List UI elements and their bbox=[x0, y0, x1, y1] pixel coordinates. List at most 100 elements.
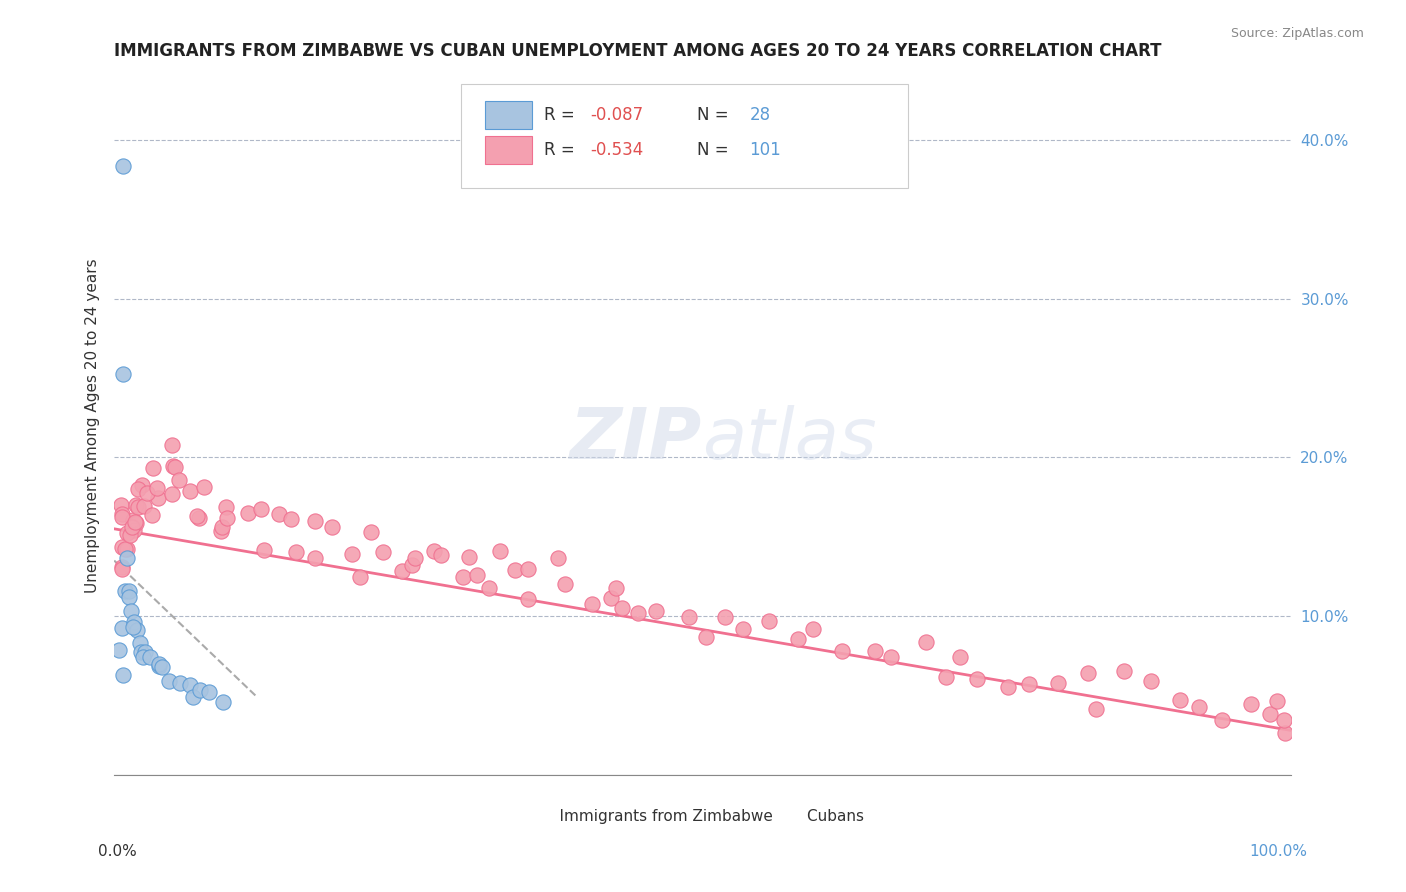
Point bbox=[627, 606, 650, 620]
Point bbox=[190, 682, 212, 697]
Y-axis label: Unemployment Among Ages 20 to 24 years: Unemployment Among Ages 20 to 24 years bbox=[86, 259, 100, 593]
Point bbox=[610, 600, 633, 615]
Point bbox=[547, 550, 569, 565]
Point bbox=[236, 506, 259, 520]
Point bbox=[371, 545, 394, 559]
Point bbox=[141, 508, 163, 522]
Point bbox=[134, 645, 156, 659]
Point bbox=[997, 681, 1019, 695]
Point bbox=[111, 562, 134, 576]
Point bbox=[280, 512, 302, 526]
Point bbox=[935, 670, 957, 684]
Text: IMMIGRANTS FROM ZIMBABWE VS CUBAN UNEMPLOYMENT AMONG AGES 20 TO 24 YEARS CORRELA: IMMIGRANTS FROM ZIMBABWE VS CUBAN UNEMPL… bbox=[114, 42, 1161, 60]
Point bbox=[1272, 713, 1295, 727]
Point bbox=[139, 650, 162, 665]
Point bbox=[488, 544, 510, 558]
Point bbox=[193, 480, 215, 494]
Point bbox=[148, 659, 170, 673]
Point bbox=[115, 551, 138, 566]
Point bbox=[1258, 706, 1281, 721]
Point bbox=[503, 563, 526, 577]
Text: N =: N = bbox=[696, 106, 734, 124]
Point bbox=[127, 500, 149, 514]
Point bbox=[269, 507, 291, 521]
Point bbox=[142, 461, 165, 475]
Point bbox=[404, 550, 426, 565]
Point bbox=[111, 559, 134, 574]
Point bbox=[1140, 673, 1163, 688]
Point bbox=[122, 620, 145, 634]
Point bbox=[1188, 700, 1211, 714]
Point bbox=[187, 511, 209, 525]
Point bbox=[1168, 693, 1191, 707]
Point bbox=[122, 615, 145, 629]
Point bbox=[163, 459, 186, 474]
Point bbox=[169, 676, 191, 690]
Point bbox=[122, 523, 145, 537]
Point bbox=[110, 499, 132, 513]
Text: Source: ZipAtlas.com: Source: ZipAtlas.com bbox=[1230, 27, 1364, 40]
Point bbox=[1240, 697, 1263, 711]
FancyBboxPatch shape bbox=[485, 136, 531, 164]
Point bbox=[321, 520, 343, 534]
Text: Immigrants from Zimbabwe       Cubans: Immigrants from Zimbabwe Cubans bbox=[540, 809, 865, 824]
Point bbox=[695, 630, 717, 644]
Point bbox=[253, 542, 276, 557]
Point bbox=[132, 499, 155, 513]
Point bbox=[342, 547, 364, 561]
Point bbox=[217, 511, 239, 525]
Point bbox=[1084, 702, 1107, 716]
Point bbox=[132, 650, 155, 665]
Point bbox=[516, 562, 538, 576]
Point bbox=[131, 477, 153, 491]
FancyBboxPatch shape bbox=[485, 101, 531, 129]
Point bbox=[115, 541, 138, 556]
Point bbox=[581, 597, 603, 611]
Point bbox=[304, 515, 326, 529]
Text: 100.0%: 100.0% bbox=[1250, 845, 1308, 859]
Point bbox=[181, 690, 204, 704]
Point bbox=[731, 622, 754, 636]
Point bbox=[863, 644, 886, 658]
Text: 28: 28 bbox=[749, 106, 770, 124]
FancyBboxPatch shape bbox=[755, 807, 793, 827]
Point bbox=[1112, 664, 1135, 678]
Point bbox=[605, 582, 627, 596]
Point bbox=[209, 524, 232, 539]
Point bbox=[1267, 694, 1289, 708]
Point bbox=[212, 695, 235, 709]
Point bbox=[465, 568, 488, 582]
Point bbox=[146, 481, 169, 495]
Point bbox=[478, 581, 501, 595]
Point bbox=[111, 507, 134, 521]
Point bbox=[966, 672, 988, 686]
Point bbox=[160, 487, 183, 501]
Point bbox=[787, 632, 810, 646]
Point bbox=[1018, 677, 1040, 691]
Point bbox=[135, 486, 157, 500]
Point bbox=[948, 649, 970, 664]
Point bbox=[157, 673, 180, 688]
Point bbox=[112, 159, 135, 173]
Text: 0.0%: 0.0% bbox=[98, 845, 138, 859]
Point bbox=[121, 520, 143, 534]
Point bbox=[645, 603, 668, 617]
Point bbox=[600, 591, 623, 606]
Point bbox=[111, 667, 134, 681]
Point bbox=[111, 510, 134, 524]
Point bbox=[148, 657, 170, 672]
Point bbox=[517, 592, 540, 607]
Point bbox=[117, 583, 139, 598]
Text: -0.087: -0.087 bbox=[591, 106, 644, 124]
Point bbox=[1274, 725, 1296, 739]
Point bbox=[179, 484, 201, 499]
Point bbox=[125, 623, 148, 637]
Point bbox=[458, 550, 481, 565]
FancyBboxPatch shape bbox=[531, 807, 569, 827]
Point bbox=[146, 491, 169, 505]
Text: -0.534: -0.534 bbox=[591, 141, 644, 159]
Point bbox=[121, 513, 143, 527]
Text: 101: 101 bbox=[749, 141, 782, 159]
Point bbox=[107, 643, 129, 657]
Point bbox=[678, 609, 700, 624]
